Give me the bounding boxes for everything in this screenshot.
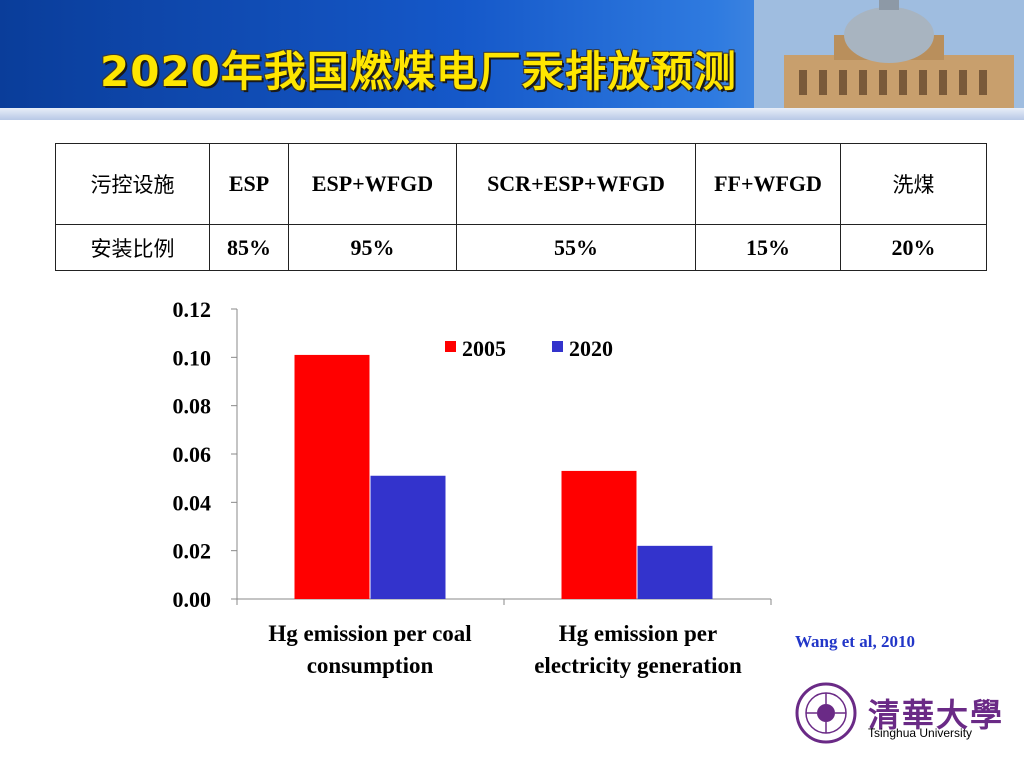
bar-2020 — [637, 545, 713, 599]
legend-label-2005: 2005 — [462, 336, 506, 361]
x-category-label-line: consumption — [306, 653, 434, 678]
table-cell-scr-esp-wfgd: 55% — [456, 224, 696, 271]
x-category-label-line: Hg emission per coal — [268, 621, 472, 646]
y-tick-label: 0.00 — [173, 587, 212, 612]
table-cell-ff-wfgd: 15% — [695, 224, 841, 271]
pollution-control-table: 污控设施 ESP ESP+WFGD SCR+ESP+WFGD FF+WFGD 洗… — [55, 143, 987, 271]
title-banner: 2020年我国燃煤电厂汞排放预测 — [0, 0, 1024, 120]
y-tick-label: 0.06 — [173, 442, 212, 467]
y-tick-label: 0.10 — [173, 345, 212, 370]
x-category-label-coal: Hg emission per coal consumption — [235, 618, 505, 682]
table-row-ratio: 安装比例 85% 95% 55% 15% 20% — [55, 224, 987, 271]
legend-label-2020: 2020 — [569, 336, 613, 361]
column-header-coal-washing: 洗煤 — [840, 143, 987, 225]
campus-building-image — [754, 0, 1024, 110]
legend-swatch-2020 — [552, 341, 563, 352]
table-cell-coal-washing: 20% — [840, 224, 987, 271]
x-category-label-electricity: Hg emission per electricity generation — [503, 618, 773, 682]
row-header-ratio: 安装比例 — [55, 224, 210, 271]
table-cell-esp-wfgd: 95% — [288, 224, 457, 271]
x-category-label-line: electricity generation — [534, 653, 742, 678]
university-name-english: Tsinghua University — [868, 726, 973, 740]
slide-title: 2020年我国燃煤电厂汞排放预测 — [100, 47, 737, 96]
y-tick-label: 0.04 — [173, 490, 212, 515]
y-tick-label: 0.08 — [173, 394, 212, 419]
bar-2005 — [294, 354, 370, 599]
column-header-esp-wfgd: ESP+WFGD — [288, 143, 457, 225]
y-tick-label: 0.12 — [173, 297, 212, 322]
bar-2005 — [561, 470, 637, 599]
column-header-ff-wfgd: FF+WFGD — [695, 143, 841, 225]
citation-text: Wang et al, 2010 — [795, 632, 915, 651]
bar-2020 — [370, 475, 446, 599]
university-logo-text: 清華大學 — [868, 696, 1005, 734]
legend-swatch-2005 — [445, 341, 456, 352]
x-category-label-line: Hg emission per — [558, 621, 718, 646]
table-cell-esp: 85% — [209, 224, 289, 271]
y-tick-label: 0.02 — [173, 539, 212, 564]
tsinghua-seal-icon — [795, 682, 857, 744]
